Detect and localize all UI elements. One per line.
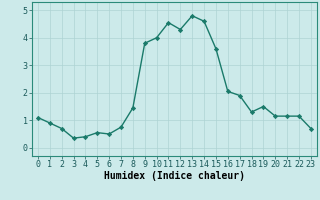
X-axis label: Humidex (Indice chaleur): Humidex (Indice chaleur) [104,171,245,181]
